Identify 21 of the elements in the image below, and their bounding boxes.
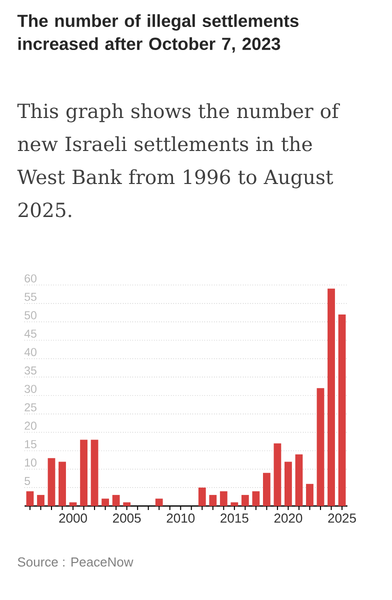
- x-tick-label: 2005: [113, 514, 141, 523]
- y-tick-label: 15: [25, 440, 36, 448]
- source-note: Source : PeaceNow: [18, 557, 134, 567]
- y-tick-label: 45: [24, 330, 36, 338]
- y-tick-label: 50: [24, 311, 36, 320]
- y-tick-label: 25: [24, 403, 36, 412]
- chart-title: The number of illegal settlements increased after October 7, 2023: [17, 14, 298, 53]
- chart-subtitle: This graph shows the number of new Israeli settlements in the West Bank from 1996 to August 2025.: [17, 103, 340, 218]
- y-tick-label: 5: [24, 477, 30, 486]
- y-tick-label: 55: [24, 292, 36, 301]
- x-tick-label: 2025: [328, 514, 356, 523]
- x-tick-label: 2010: [166, 514, 195, 523]
- y-tick-label: 40: [24, 348, 36, 356]
- y-tick-label: 60: [24, 274, 36, 282]
- x-tick-label: 2015: [220, 514, 248, 523]
- y-tick-label: 35: [24, 366, 36, 375]
- y-tick-label: 20: [24, 422, 36, 430]
- y-tick-label: 30: [24, 384, 36, 393]
- y-tick-label: 10: [25, 458, 36, 467]
- x-tick-label: 2000: [59, 514, 87, 523]
- x-tick-label: 2020: [274, 514, 302, 523]
